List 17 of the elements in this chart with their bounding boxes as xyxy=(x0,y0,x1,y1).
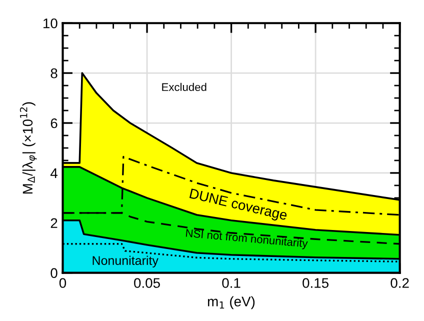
y-tick-label: 2 xyxy=(50,218,58,228)
x-tick-label: 0.1 xyxy=(222,278,240,288)
annotation: Nonunitarity xyxy=(92,256,158,268)
y-tick-label: 0 xyxy=(50,268,58,278)
annotation: DUNE coverage xyxy=(188,188,288,223)
y-tick-label: 4 xyxy=(50,168,58,178)
y-tick-label: 8 xyxy=(50,68,58,78)
annotation: Excluded xyxy=(162,82,206,92)
y-tick-label: 6 xyxy=(50,118,58,128)
y-axis-title: M$_{Δ}$/|λ$_{φ}$| (×10$^{12}$) xyxy=(20,102,37,194)
x-tick-label: 0.2 xyxy=(390,278,409,288)
x-tick-label: 0.05 xyxy=(134,278,160,288)
annotation: NSI not from nonunitarity xyxy=(186,228,308,250)
y-tick-label: 10 xyxy=(44,18,58,28)
x-tick-label: 0.15 xyxy=(302,278,328,288)
x-tick-label: 0 xyxy=(59,278,66,288)
x-axis-title: m$_{1}$ (eV) xyxy=(208,296,255,310)
